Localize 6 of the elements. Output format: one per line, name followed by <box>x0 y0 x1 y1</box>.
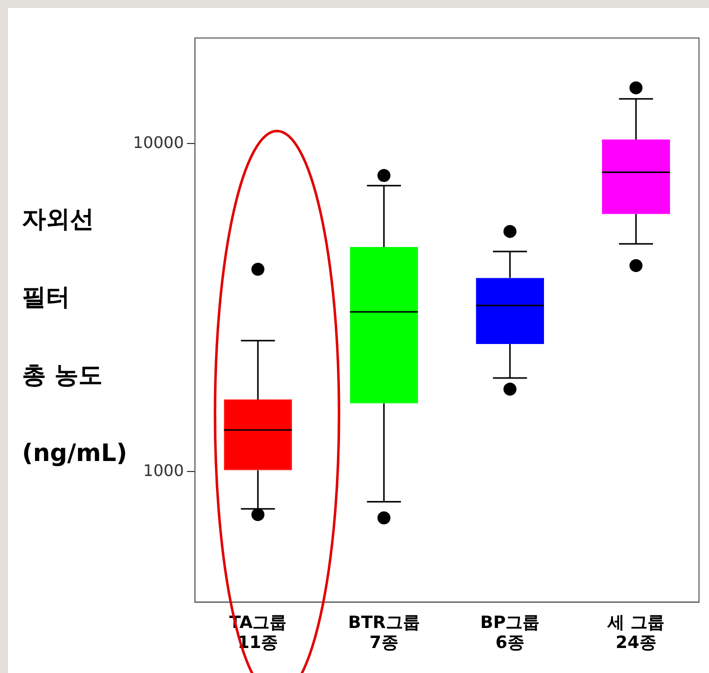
y-tick-label: 1000 <box>143 460 184 480</box>
text: 자외선 필터 총 농도 (ng/mL) <box>22 205 128 467</box>
x-tick-label: BP그룹 6종 <box>480 612 540 654</box>
x-tick-label: 세 그룹 24종 <box>606 612 664 654</box>
x-tick-label: BTR그룹 7종 <box>348 612 420 654</box>
y-tick-label: 10000 <box>132 132 184 152</box>
